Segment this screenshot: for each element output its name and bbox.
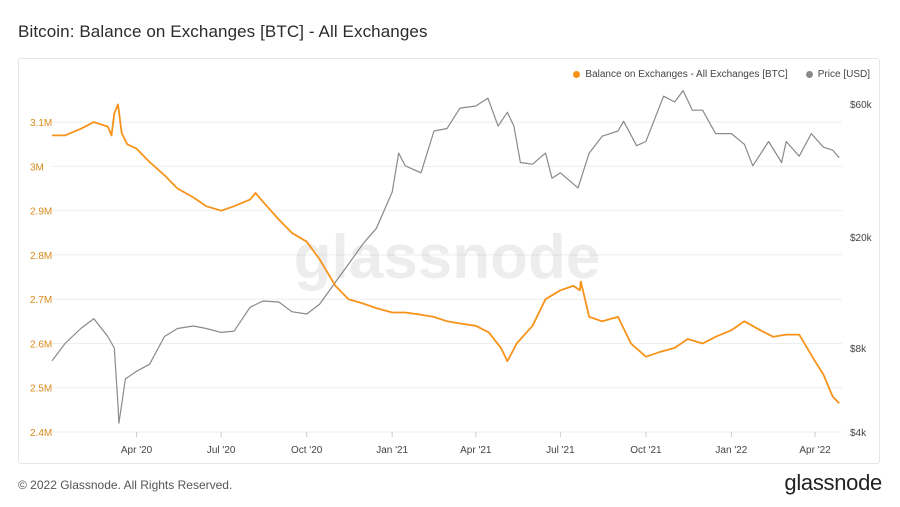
x-tick-label: Jan '21 <box>376 445 408 456</box>
watermark-text: glassnode <box>294 223 601 292</box>
legend-item-balance[interactable]: Balance on Exchanges - All Exchanges [BT… <box>573 69 788 80</box>
x-tick-label: Oct '20 <box>291 445 323 456</box>
x-tick-label: Apr '21 <box>460 445 492 456</box>
x-tick-label: Apr '20 <box>121 445 153 456</box>
y-left-tick-label: 2.5M <box>30 384 52 395</box>
x-tick-label: Jul '21 <box>546 445 575 456</box>
footer-copyright: © 2022 Glassnode. All Rights Reserved. <box>18 478 233 492</box>
y-right-tick-label: $60k <box>850 100 873 111</box>
legend-label-balance: Balance on Exchanges - All Exchanges [BT… <box>585 69 788 80</box>
footer-logo[interactable]: glassnode <box>784 470 882 495</box>
series-line-balance <box>52 103 840 404</box>
y-right-tick-label: $4k <box>850 428 867 439</box>
y-right-tick-label: $8k <box>850 344 867 355</box>
y-left-tick-label: 2.4M <box>30 428 52 439</box>
legend-item-price[interactable]: Price [USD] <box>805 69 870 80</box>
y-left-tick-label: 2.8M <box>30 251 52 262</box>
y-left-tick-label: 3M <box>30 162 44 173</box>
y-left-tick-label: 3.1M <box>30 118 52 129</box>
y-right-tick-label: $20k <box>850 233 873 244</box>
legend-dot-price <box>805 71 813 78</box>
x-tick-label: Jul '20 <box>207 445 236 456</box>
x-tick-label: Oct '21 <box>630 445 662 456</box>
y-left-tick-label: 2.9M <box>30 207 52 218</box>
y-left-tick-label: 2.7M <box>30 295 52 306</box>
series-line-price <box>51 89 840 424</box>
x-tick-label: Jan '22 <box>715 445 747 456</box>
chart-card <box>18 58 880 464</box>
x-tick-label: Apr '22 <box>799 445 831 456</box>
page-title: Bitcoin: Balance on Exchanges [BTC] - Al… <box>18 22 428 41</box>
legend-label-price: Price [USD] <box>817 69 870 80</box>
y-left-tick-label: 2.6M <box>30 339 52 350</box>
legend-dot-balance <box>573 71 581 78</box>
chart-legend: Balance on Exchanges - All Exchanges [BT… <box>573 69 870 80</box>
